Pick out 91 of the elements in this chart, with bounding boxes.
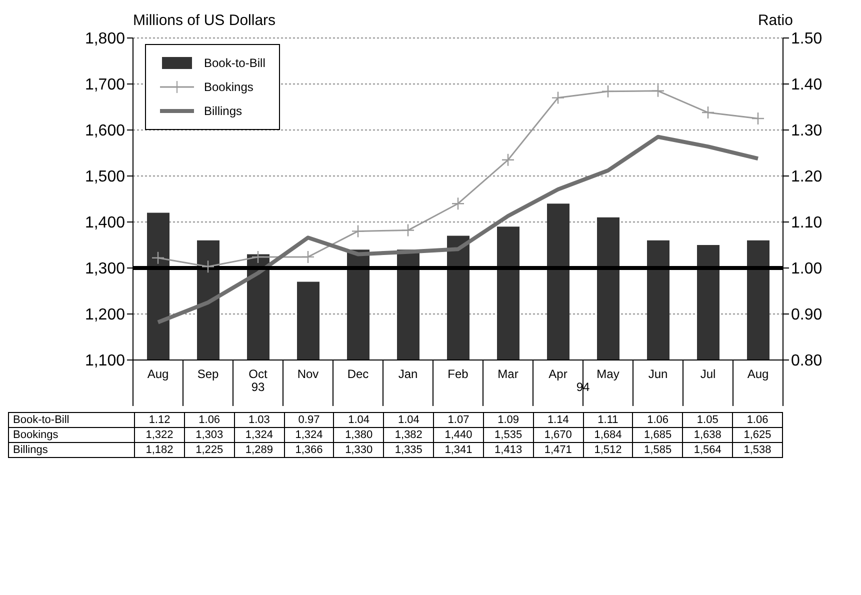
data-label: 1,182	[134, 442, 184, 458]
x-tick-label: May	[596, 367, 620, 381]
point	[651, 84, 665, 98]
y2-tick-label: 1.20	[791, 168, 822, 186]
x-tick-label: Apr	[548, 367, 568, 381]
data-label: 1,585	[632, 442, 683, 458]
data-label: 1,413	[483, 442, 534, 458]
x-tick-label: Sep	[197, 367, 219, 381]
data-label: 1,335	[384, 442, 434, 458]
data-label: 1.07	[434, 412, 484, 428]
y2-tick-label: 0.80	[791, 352, 822, 370]
data-label: 1,380	[334, 428, 384, 442]
y-tick-label: 1,400	[84, 214, 126, 232]
data-label: 1.12	[134, 412, 184, 428]
point	[301, 250, 315, 264]
text: 93	[250, 380, 266, 394]
x-tick-label: Aug	[147, 367, 169, 381]
y-tick-label: 1,500	[84, 168, 126, 186]
data-label: 0.97	[284, 412, 334, 428]
data-label: 1,341	[434, 442, 484, 458]
data-label: 1,366	[284, 442, 334, 458]
data-label: 1,564	[682, 442, 733, 458]
y2-tick-label: 1.00	[791, 260, 822, 278]
y2-tick-label: 1.10	[791, 214, 822, 232]
point	[701, 106, 715, 120]
data-label: 1.03	[234, 412, 284, 428]
x-tick-label: Dec	[347, 367, 369, 381]
y2-axis-title: Ratio	[758, 12, 793, 29]
data-label: 1.09	[483, 412, 534, 428]
y2-tick-label: 1.50	[791, 30, 822, 48]
legend-label: Billings	[204, 104, 242, 118]
text: Bookings	[13, 429, 58, 441]
point	[251, 250, 265, 264]
x-tick-label: Mar	[498, 367, 518, 381]
y-tick-label: 1,200	[84, 306, 126, 324]
point	[151, 251, 165, 264]
data-label: 1,538	[732, 442, 782, 458]
x-tick-label: Jul	[700, 367, 716, 381]
data-label: 1.06	[732, 412, 782, 428]
data-label: 1,684	[583, 428, 633, 442]
legend-label: Book-to-Bill	[204, 56, 266, 70]
point	[201, 260, 215, 274]
x-tick-label: Oct	[248, 367, 268, 381]
data-label: 1,322	[134, 428, 184, 442]
data-label: 1,670	[533, 428, 584, 442]
point	[551, 91, 565, 104]
y2-tick-label: 1.30	[791, 122, 822, 140]
x-tick-label: Jun	[648, 367, 668, 381]
y-tick-label: 1,700	[84, 76, 126, 94]
x-tick-label: Jan	[398, 367, 418, 381]
data-label: 1,330	[334, 442, 384, 458]
data-label: 1.06	[632, 412, 683, 428]
data-label: 1,382	[384, 428, 434, 442]
data-label: 1,303	[184, 428, 234, 442]
text: Book-to-Bill	[13, 414, 70, 426]
y-tick-label: 1,600	[84, 122, 126, 140]
y2-tick-label: 1.40	[791, 76, 822, 94]
x-tick-label: Nov	[297, 367, 319, 381]
legend-label: Bookings	[204, 80, 254, 94]
data-label: 1,535	[483, 428, 534, 442]
data-label: 1.04	[334, 412, 384, 428]
y-tick-label: 1,100	[84, 352, 126, 370]
x-tick-label: Aug	[747, 367, 769, 381]
text: Billings	[13, 444, 48, 456]
data-label: 1,324	[234, 428, 284, 442]
data-label: 1,625	[732, 428, 782, 442]
data-label: 1,512	[583, 442, 633, 458]
y-tick-label: 1,800	[84, 30, 126, 48]
x-tick-label: Feb	[448, 367, 469, 381]
y-axis-title: Millions of US Dollars	[133, 12, 276, 29]
data-label: 1.06	[184, 412, 234, 428]
data-label: 1,324	[284, 428, 334, 442]
point	[601, 84, 615, 98]
line-series	[156, 134, 760, 324]
data-label: 1,289	[234, 442, 284, 458]
data-label: 1,440	[434, 428, 484, 442]
data-label: 1.04	[384, 412, 434, 428]
point	[401, 224, 415, 237]
point	[451, 197, 465, 210]
data-label: 1.05	[682, 412, 733, 428]
point	[501, 153, 515, 166]
point	[351, 224, 365, 238]
data-label: 1,225	[184, 442, 234, 458]
data-label: 1.11	[583, 412, 633, 428]
data-label: 1.14	[533, 412, 584, 428]
point	[751, 112, 765, 126]
y-tick-label: 1,300	[84, 260, 126, 278]
y2-tick-label: 0.90	[791, 306, 822, 324]
data-label: 1,471	[533, 442, 584, 458]
data-label: 1,638	[682, 428, 733, 442]
data-label: 1,685	[632, 428, 683, 442]
